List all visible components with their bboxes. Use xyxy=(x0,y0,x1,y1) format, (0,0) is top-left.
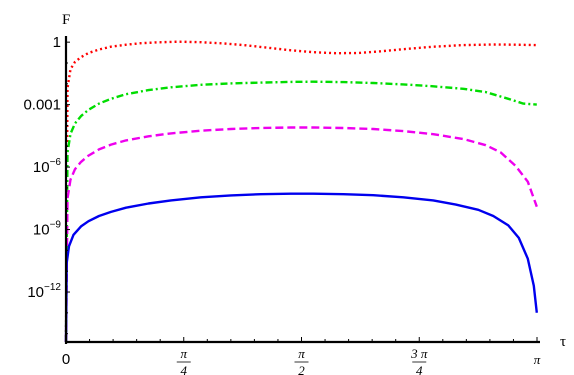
x-tick-numerator: 3 π xyxy=(410,346,428,361)
series-line-3 xyxy=(64,126,538,343)
y-tick-label: 1 xyxy=(53,34,61,51)
y-tick-label: 0.001 xyxy=(23,97,61,114)
x-tick-denominator: 2 xyxy=(298,363,305,375)
x-tick-denominator: 4 xyxy=(416,363,423,375)
y-tick-base: 10 xyxy=(33,222,50,239)
y-tick-exponent: −6 xyxy=(50,157,62,168)
y-tick-label: 10−9 xyxy=(33,220,62,239)
x-tick-label: 0 xyxy=(62,351,70,368)
y-tick-label: 10−12 xyxy=(27,282,61,301)
y-tick-exponent: −12 xyxy=(44,282,61,293)
x-axis-label: τ xyxy=(560,334,566,350)
series-layer xyxy=(64,40,538,343)
series-line-4 xyxy=(64,192,538,343)
x-tick-numerator: π xyxy=(180,346,187,361)
x-tick-numerator: π xyxy=(298,346,305,361)
y-tick-exponent: −9 xyxy=(50,220,62,231)
series-line-2 xyxy=(64,80,537,343)
y-tick-base: 10 xyxy=(27,284,44,301)
x-ticks: 0 π 4 π 2 3 π 4 π xyxy=(62,337,541,375)
x-tick-denominator: 4 xyxy=(181,363,188,375)
y-tick-base: 10 xyxy=(33,159,50,176)
y-axis-label: F xyxy=(62,12,70,28)
y-tick-label: 10−6 xyxy=(33,157,62,176)
series-line-1 xyxy=(64,40,537,343)
x-tick-label: π xyxy=(534,352,541,367)
